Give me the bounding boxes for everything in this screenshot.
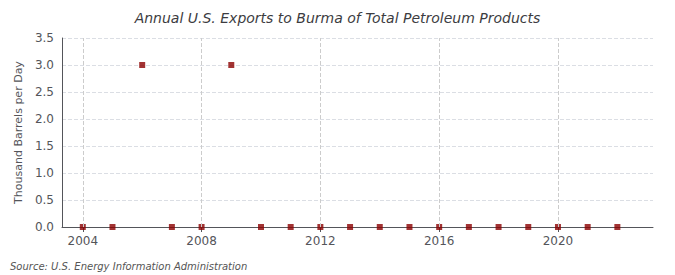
svg-text:3.0: 3.0 xyxy=(35,58,54,72)
svg-text:2008: 2008 xyxy=(186,234,217,248)
svg-text:Thousand Barrels per Day: Thousand Barrels per Day xyxy=(12,61,25,205)
svg-text:2.5: 2.5 xyxy=(35,85,54,99)
svg-text:0.0: 0.0 xyxy=(35,220,54,234)
svg-text:2016: 2016 xyxy=(424,234,455,248)
svg-text:2004: 2004 xyxy=(68,234,99,248)
svg-text:3.5: 3.5 xyxy=(35,31,54,45)
svg-text:2020: 2020 xyxy=(543,234,574,248)
svg-text:1.0: 1.0 xyxy=(35,166,54,180)
svg-text:0.5: 0.5 xyxy=(35,193,54,207)
svg-text:1.5: 1.5 xyxy=(35,139,54,153)
svg-text:Source: U.S. Energy Informatio: Source: U.S. Energy Information Administ… xyxy=(10,261,247,272)
svg-text:Annual U.S. Exports to Burma o: Annual U.S. Exports to Burma of Total Pe… xyxy=(134,10,541,26)
svg-text:2.0: 2.0 xyxy=(35,112,54,126)
svg-text:2012: 2012 xyxy=(305,234,336,248)
